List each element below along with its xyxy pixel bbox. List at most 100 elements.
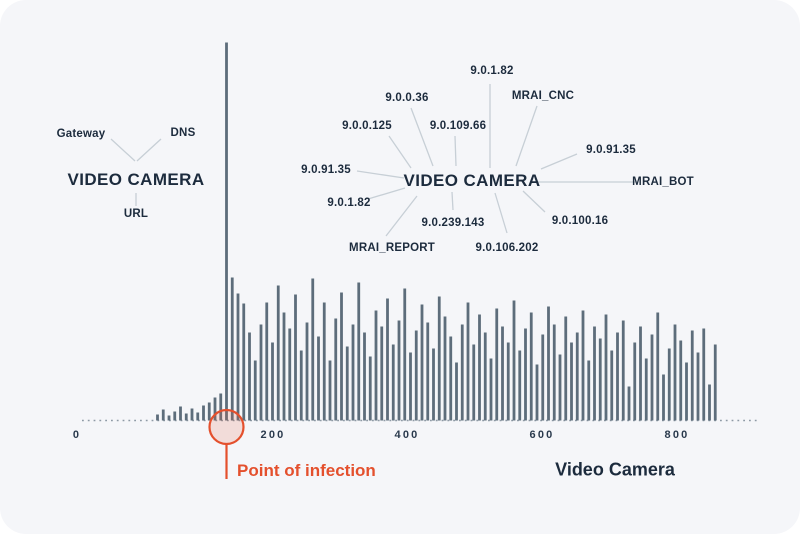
infected-node-label: 9.0.91.35 [586,144,636,156]
axis-tick-label: 0 [72,429,82,441]
clean-diagram-edge [136,138,162,162]
chart-bar [207,402,211,421]
chart-bar [696,352,700,421]
chart-bar [455,362,458,421]
chart-bar [322,302,326,421]
chart-bar [380,326,384,421]
chart-bar [506,342,510,421]
chart-bar [616,332,619,421]
chart-bar [179,406,182,421]
chart-bar [443,316,447,421]
chart-bar [345,346,349,421]
chart-bar [604,314,608,421]
chart-bar [173,411,177,421]
chart-bar [386,298,389,421]
chart-bar [299,350,303,421]
chart-bar [213,397,217,421]
infected-node-label: 9.0.91.35 [301,164,351,176]
chart-bar [259,324,263,421]
axis-tick-label: 600 [529,429,555,441]
chart-bar [673,324,677,421]
chart-bar [265,302,269,421]
chart-bar [593,326,596,421]
axis-tick-label: 200 [260,429,286,441]
infected-node-label: 9.0.1.82 [470,65,514,77]
infected-diagram-edge [540,153,578,170]
chart-bar [242,303,246,421]
chart-bar [547,306,550,421]
infected-node-label: 9.0.0.125 [342,120,392,132]
chart-bar [460,324,464,421]
infected-diagram-edge [515,105,538,167]
chart-bar [409,352,412,421]
infected-diagram-edge [410,107,434,167]
axis-tick-label: 400 [394,429,420,441]
chart-bar [276,285,280,421]
chart-bar [391,344,395,421]
chart-bar [196,412,200,421]
chart-bar [633,342,637,421]
chart-bar [650,334,654,421]
chart-bar [161,409,165,421]
infected-diagram-edge [494,192,508,234]
chart-bar [230,277,234,421]
chart-bar [679,340,683,421]
axis-tick-label: 800 [664,429,690,441]
chart-bar [662,374,665,421]
chart-bar [598,338,602,421]
chart-bar [184,413,188,421]
chart-bar [403,288,407,421]
chart-bar [305,322,309,421]
chart-bar [708,384,711,421]
infected-node-label: 9.0.0.36 [385,92,429,104]
clean-node-label: URL [123,208,149,220]
chart-bar [167,415,171,421]
infected-node-label: 9.0.109.66 [429,120,487,132]
chart-bar [639,326,642,421]
chart-bar [529,312,533,421]
chart-bar [363,332,366,421]
chart-bar [374,310,378,421]
chart-bar [190,408,194,421]
chart-bar [420,304,424,421]
chart-bar [282,312,286,421]
chart-bar [713,344,717,421]
chart-bar [489,358,493,421]
chart-bar [414,330,418,421]
clean-device-title: VIDEO CAMERA [67,170,205,189]
chart-bar [627,386,631,421]
chart-bar [524,328,527,421]
infected-node-label: 9.0.1.82 [327,197,371,209]
chart-bar [248,332,251,421]
clean-node-label: DNS [170,127,196,139]
infected-node-label: MRAI_REPORT [349,242,435,254]
point-of-infection-label: Point of infection [237,461,376,480]
chart-bar [667,348,671,421]
chart-bar [575,332,579,421]
chart-bar [495,308,499,421]
chart-bar [581,310,585,421]
infected-diagram-edge [356,170,405,179]
chart-bar [271,342,274,421]
chart-bar [219,393,223,421]
chart-bar [397,320,401,421]
infected-node-label: 9.0.106.202 [475,242,539,254]
chart-bar [501,326,504,421]
chart-bar [587,360,591,421]
infected-diagram-edge [388,135,412,169]
infected-node-label: 9.0.100.16 [551,215,609,227]
chart-bar [253,360,257,421]
infection-circle [208,408,245,446]
infected-device-title: VIDEO CAMERA [403,171,541,190]
infected-diagram-edge [367,187,406,200]
chart-bar [512,300,516,421]
chart-bar [685,362,688,421]
chart-bar [483,332,487,421]
clean-node-label: Gateway [56,128,106,140]
chart-bar [644,358,648,421]
chart-bar [294,294,297,421]
chart-bar [541,334,545,421]
